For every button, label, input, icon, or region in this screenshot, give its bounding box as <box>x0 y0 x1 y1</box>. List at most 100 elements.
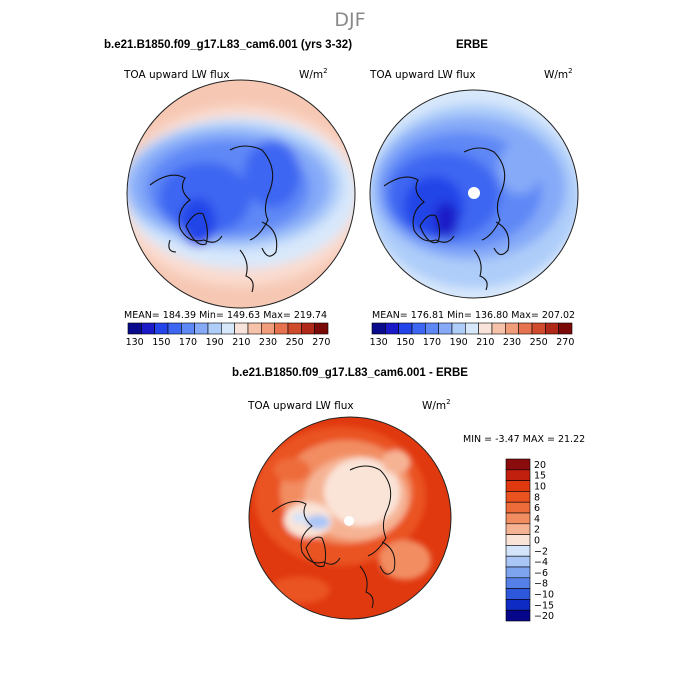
panel-model-stats: MEAN= 184.39 Min= 149.63 Max= 219.74 <box>124 310 327 321</box>
panel-obs-colorbar-tick-label: 230 <box>503 337 521 348</box>
panel-model-colorbar-tick-label: 270 <box>312 337 330 348</box>
panel-model-colorbar-swatch <box>154 322 169 335</box>
panel-diff-colorbar-swatch <box>505 480 531 492</box>
panel-obs-colorbar-swatch <box>438 322 453 335</box>
panel-diff-stats: MIN = -3.47 MAX = 21.22 <box>463 434 585 445</box>
panel-diff-colorbar-swatch <box>505 523 531 535</box>
panel-model-colorbar-swatch <box>261 322 275 335</box>
panel-model-colorbar-swatch <box>181 322 195 335</box>
panel-obs-globe-border <box>369 89 579 299</box>
panel-diff: b.e21.B1850.f09_g17.L83_cam6.001 - ERBE … <box>232 367 585 622</box>
panel-diff-colorbar-swatch <box>505 512 531 525</box>
panel-obs-colorbar-swatch <box>491 322 506 335</box>
panel-obs-colorbar: 130 150 170 190 210 230 250 270 <box>370 322 574 348</box>
panel-obs-missing-pole <box>468 187 480 199</box>
panel-model-colorbar-swatch <box>167 322 182 335</box>
panel-diff-units: W/m2 <box>422 398 451 412</box>
panel-model-colorbar-swatch <box>127 322 142 335</box>
panel-model-colorbar-tick-label: 230 <box>259 337 277 348</box>
panel-model-colorbar-tick-label: 250 <box>286 337 304 348</box>
panel-model-colorbar-tick-label: 130 <box>126 337 144 348</box>
panel-diff-colorbar-tick-label: −15 <box>534 600 554 611</box>
panel-diff-colorbar-swatch <box>505 545 531 557</box>
panel-diff-colorbar-tick-label: −20 <box>534 611 554 622</box>
panel-diff-colorbar-swatch <box>505 566 531 579</box>
panel-obs-colorbar-swatch <box>411 322 426 335</box>
panel-obs: ERBE TOA upward LW flux W/m2 <box>369 39 579 348</box>
panel-obs-colorbar-tick-label: 170 <box>423 337 441 348</box>
panel-diff-colorbar-tick-label: −2 <box>534 546 548 557</box>
panel-obs-colorbar-swatch <box>545 322 559 335</box>
panel-model-map <box>127 80 355 308</box>
panel-model-colorbar-tick-label: 210 <box>232 337 250 348</box>
panel-diff-colorbar-tick-label: 10 <box>534 482 546 493</box>
panel-diff-colorbar-swatch <box>505 599 531 611</box>
page-title: DJF <box>334 9 365 31</box>
panel-diff-colorbar-tick-label: 20 <box>534 460 546 471</box>
panel-diff-colorbar-tick-label: 8 <box>534 492 540 503</box>
panel-model-colorbar-swatch <box>221 322 235 335</box>
panel-model-variable: TOA upward LW flux <box>123 69 230 81</box>
panel-obs-map <box>370 90 578 298</box>
panel-model-colorbar-swatch <box>247 322 262 335</box>
panel-obs-colorbar-tick-label: 270 <box>556 337 574 348</box>
panel-diff-colorbar-tick-label: 15 <box>534 471 546 482</box>
panel-diff-colorbar-tick-label: 2 <box>534 525 540 536</box>
panel-diff-colorbar-swatch <box>505 588 531 600</box>
panel-obs-units: W/m2 <box>544 67 573 81</box>
panel-model-colorbar-swatch <box>207 322 222 335</box>
panel-obs-colorbar-swatch <box>518 322 533 335</box>
panel-diff-colorbar-tick-label: 6 <box>534 503 540 514</box>
panel-diff-colorbar-tick-label: 0 <box>534 536 540 547</box>
panel-model-colorbar-swatch <box>314 322 329 335</box>
panel-model-colorbar-tick-label: 190 <box>206 337 224 348</box>
panel-diff-colorbar-tick-label: −6 <box>534 568 548 579</box>
panel-obs-colorbar-tick-label: 210 <box>476 337 494 348</box>
panel-obs-colorbar-swatch <box>558 322 573 335</box>
panel-obs-colorbar-swatch <box>478 322 493 335</box>
panel-obs-colorbar-tick-label: 250 <box>530 337 548 348</box>
panel-diff-colorbar-swatch <box>505 577 531 589</box>
panel-diff-colorbar-swatch <box>505 555 531 568</box>
panel-obs-colorbar-tick-label: 130 <box>370 337 388 348</box>
panel-diff-colorbar-swatch <box>505 534 531 546</box>
panel-diff-colorbar-swatch <box>505 491 531 503</box>
panel-obs-colorbar-tick-label: 190 <box>450 337 468 348</box>
panel-diff-title: b.e21.B1850.f09_g17.L83_cam6.001 - ERBE <box>232 367 468 379</box>
panel-diff-colorbar-tick-label: −10 <box>534 590 554 601</box>
panel-diff-colorbar-swatch <box>505 609 531 622</box>
panel-obs-colorbar-swatch <box>465 322 479 335</box>
panel-obs-colorbar-swatch <box>398 322 413 335</box>
panel-obs-colorbar-swatch <box>425 322 439 335</box>
panel-model-globe-border <box>126 79 356 309</box>
panel-diff-colorbar-swatch <box>505 458 531 471</box>
panel-obs-colorbar-swatch <box>505 322 519 335</box>
panel-obs-colorbar-tick-label: 150 <box>396 337 414 348</box>
panel-diff-colorbar-tick-label: −8 <box>534 579 548 590</box>
panel-obs-stats: MEAN= 176.81 Min= 136.80 Max= 207.02 <box>372 310 575 321</box>
panel-model-colorbar-swatch <box>287 322 302 335</box>
panel-obs-variable: TOA upward LW flux <box>369 69 476 81</box>
panel-obs-colorbar-swatch <box>385 322 399 335</box>
panel-diff-colorbar-swatch <box>505 469 531 481</box>
panel-model-colorbar-swatch <box>234 322 249 335</box>
panel-diff-globe-border <box>248 416 452 620</box>
panel-model-title: b.e21.B1850.f09_g17.L83_cam6.001 (yrs 3-… <box>104 39 352 51</box>
panel-model-colorbar-swatch <box>301 322 315 335</box>
panel-obs-colorbar-swatch <box>531 322 546 335</box>
panel-obs-colorbar-swatch <box>451 322 466 335</box>
panel-obs-colorbar-swatch <box>371 322 386 335</box>
panel-obs-title: ERBE <box>456 39 488 51</box>
panel-model-units: W/m2 <box>299 67 328 81</box>
panel-model-colorbar-tick-label: 150 <box>152 337 170 348</box>
panel-model-colorbar-swatch <box>274 322 289 335</box>
panel-diff-missing-pole <box>344 516 354 526</box>
panel-diff-colorbar-tick-label: −4 <box>534 557 548 568</box>
panel-diff-variable: TOA upward LW flux <box>247 400 354 412</box>
panel-model-colorbar-tick-label: 170 <box>179 337 197 348</box>
panel-model-colorbar-swatch <box>194 322 209 335</box>
panel-model: b.e21.B1850.f09_g17.L83_cam6.001 (yrs 3-… <box>104 39 356 348</box>
panel-diff-colorbar-tick-label: 4 <box>534 514 540 525</box>
